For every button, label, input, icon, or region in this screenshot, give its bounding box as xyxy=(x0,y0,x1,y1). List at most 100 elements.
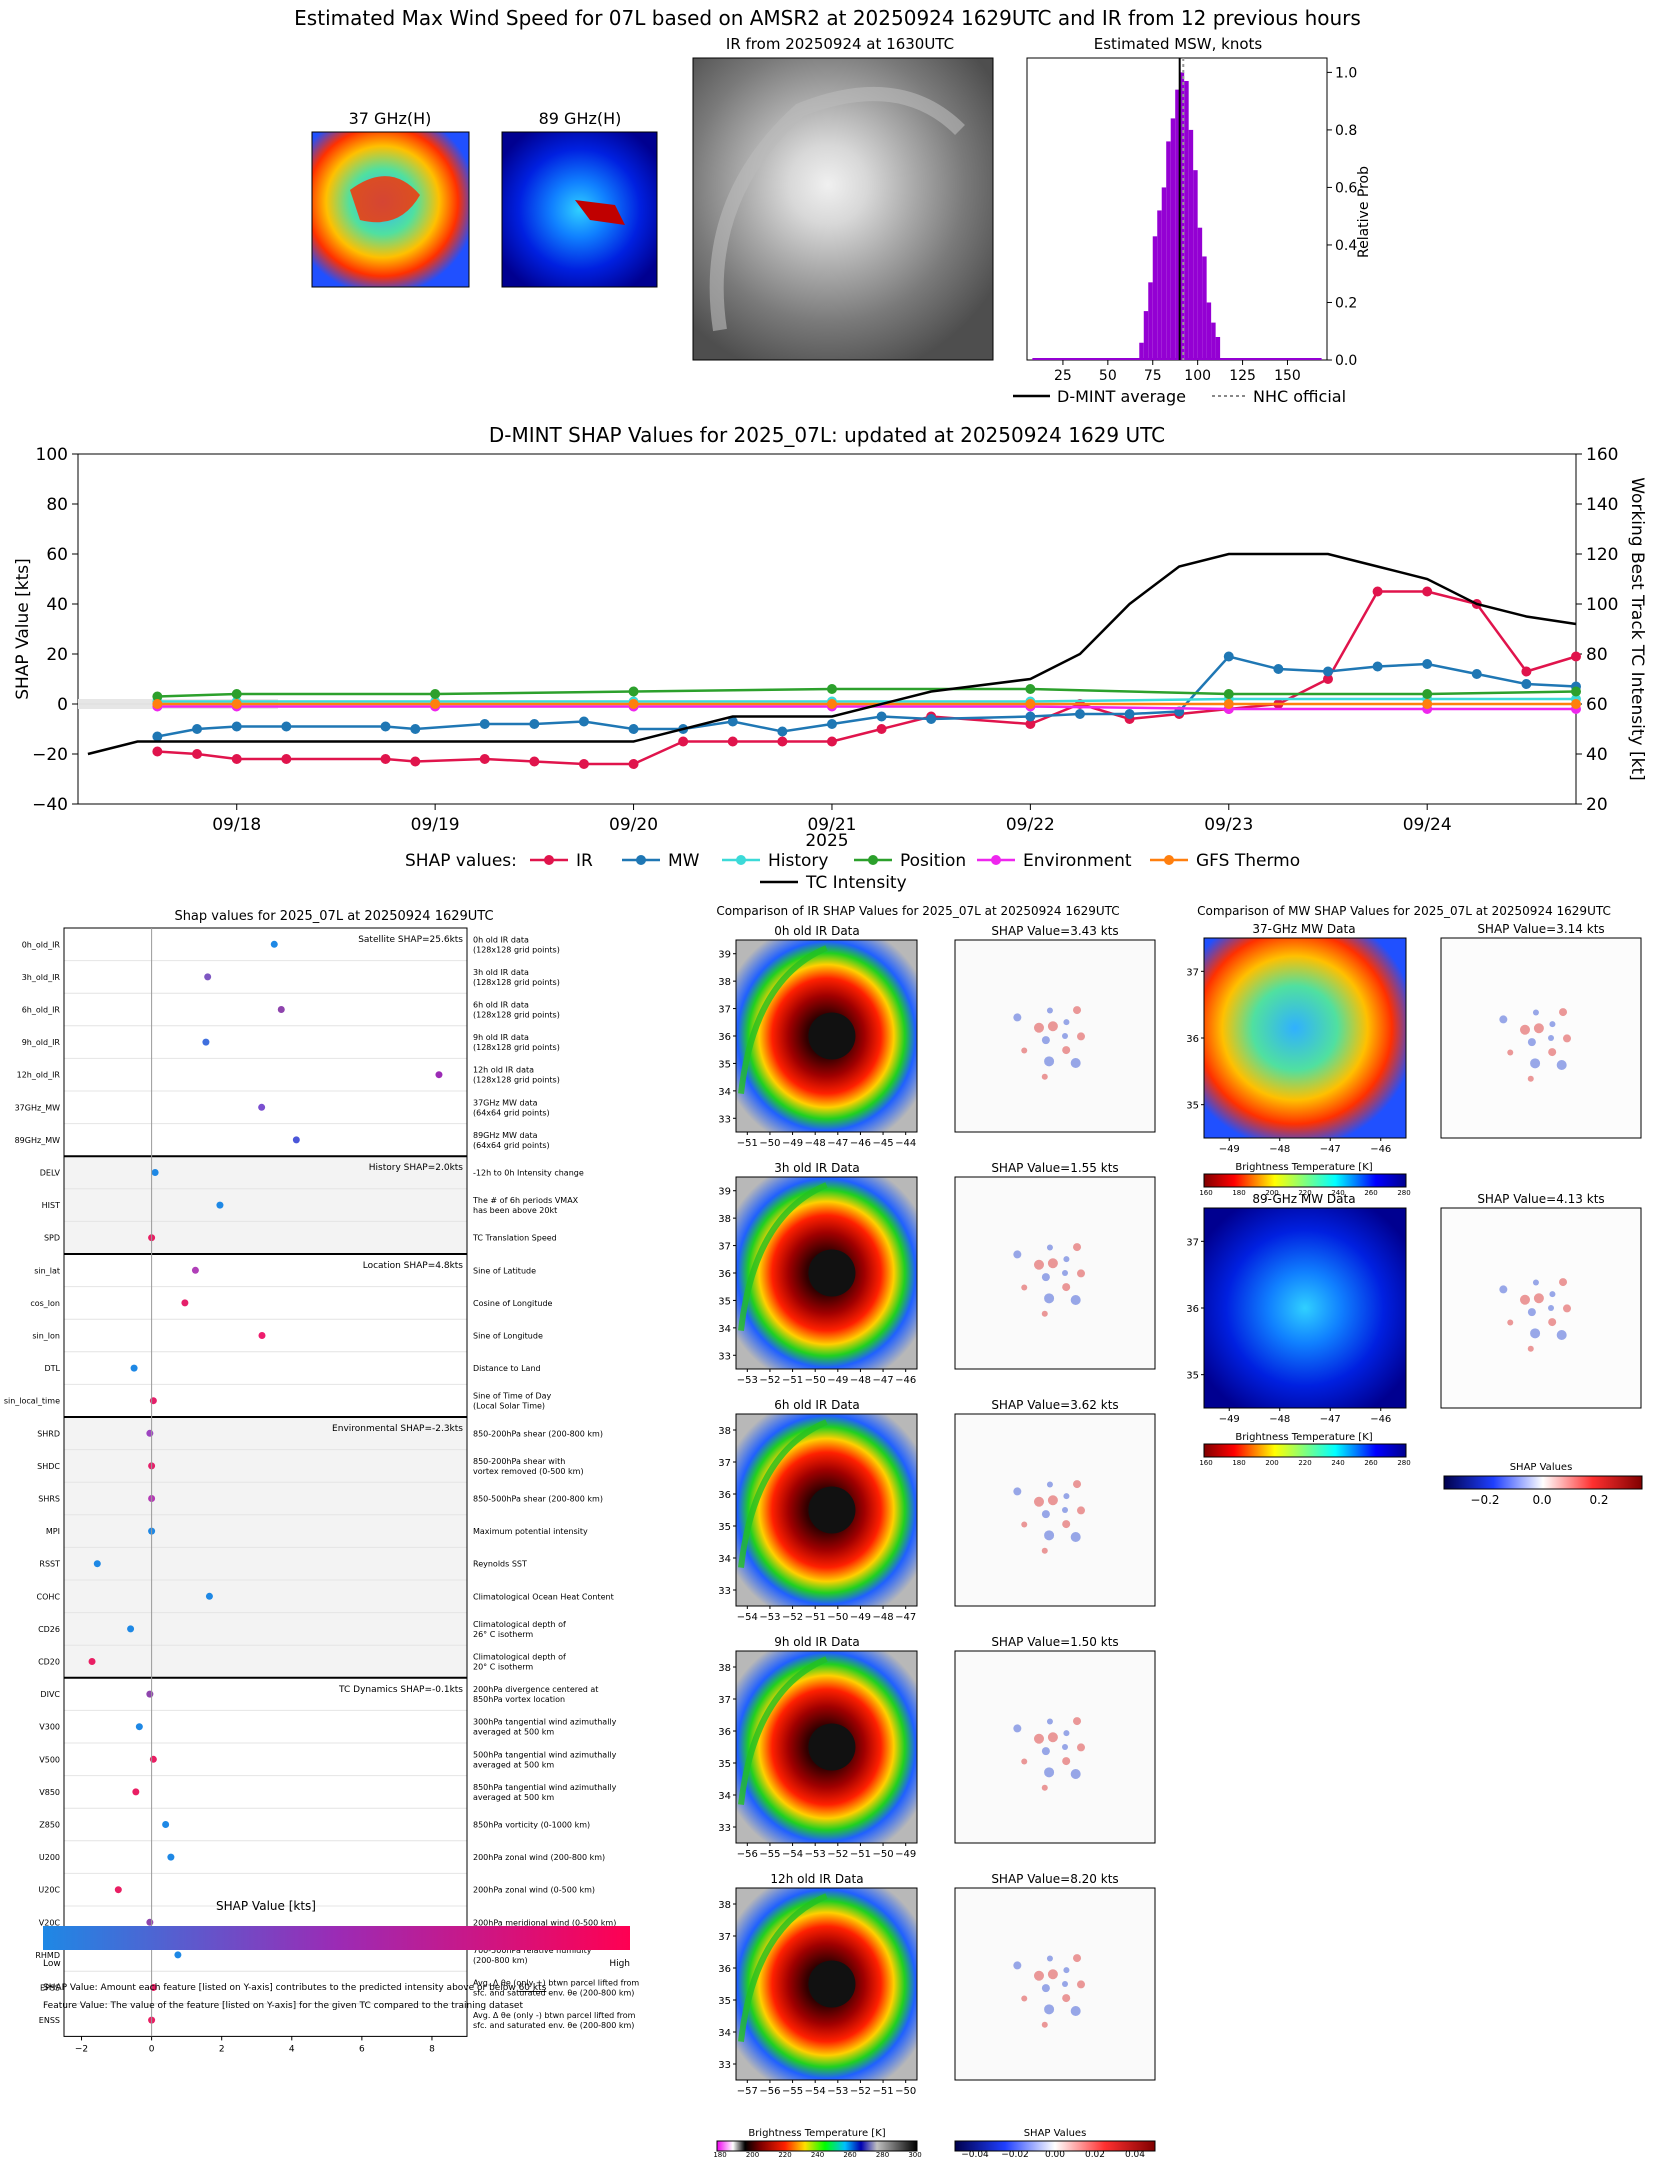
feature-name: U200 xyxy=(39,1853,60,1862)
colorbar-high: High xyxy=(609,1959,630,1969)
feature-point xyxy=(146,1918,154,1926)
ir-eye xyxy=(808,1960,856,2008)
legend-label: TC Intensity xyxy=(805,873,907,893)
img-ytick-label: 33 xyxy=(718,1823,731,1834)
img-xtick-label: −56 xyxy=(759,2086,780,2097)
feature-point xyxy=(167,1853,175,1861)
feature-desc: Distance to Land xyxy=(473,1364,541,1373)
hist-ytick-label: 0.8 xyxy=(1335,123,1357,139)
img-xtick-label: −51 xyxy=(805,1612,826,1623)
xtick-label: 09/22 xyxy=(1006,815,1055,835)
feature-desc: 300hPa tangential wind azimuthally xyxy=(473,1718,617,1727)
img-ytick-label: 37 xyxy=(718,1458,731,1469)
imp-xtick-label: 6 xyxy=(359,2044,365,2054)
mw-cbar-tick: 260 xyxy=(1364,1189,1377,1197)
hist-ytick-label: 0.0 xyxy=(1335,353,1357,369)
mw-cbar-tick: 240 xyxy=(1331,1459,1344,1467)
shap-ts-legend: IR MW History Position Environment GFS Thermo… xyxy=(530,851,1300,893)
legend-marker xyxy=(1164,855,1174,865)
feature-point xyxy=(205,1592,213,1600)
shap-blob xyxy=(1021,1521,1028,1528)
img-ytick-label: 34 xyxy=(718,2028,731,2039)
feature-desc: averaged at 500 km xyxy=(473,1760,554,1769)
shap-blob xyxy=(1063,1019,1070,1026)
img-ytick-label: 33 xyxy=(718,1114,731,1125)
ir-cbar-tick: 280 xyxy=(876,2151,889,2158)
img-ytick-label: 36 xyxy=(1186,1304,1199,1315)
ytick-right-label: 160 xyxy=(1586,445,1618,465)
ir-eye xyxy=(808,1723,856,1771)
img-ytick-label: 35 xyxy=(718,1522,731,1533)
feature-name: HIST xyxy=(42,1201,60,1210)
group-label: Environmental SHAP=-2.3kts xyxy=(332,1424,463,1434)
series-line-mw xyxy=(157,655,1577,738)
shap-blob xyxy=(1013,1487,1022,1496)
img-xtick-label: −53 xyxy=(805,1849,826,1860)
img-xtick-label: −48 xyxy=(1269,1144,1290,1155)
ytick-left-label: 60 xyxy=(46,545,68,565)
feature-point xyxy=(130,1364,138,1372)
ytick-left-label: 20 xyxy=(46,645,68,665)
mw37-title: 37 GHz(H) xyxy=(349,109,432,128)
legend-marker xyxy=(636,855,646,865)
img-ytick-label: 36 xyxy=(718,1490,731,1501)
mw-cbar-tick: 280 xyxy=(1397,1459,1410,1467)
feature-desc: averaged at 500 km xyxy=(473,1793,554,1802)
series-point xyxy=(578,716,589,727)
feature-point xyxy=(204,973,212,981)
feature-name: V850 xyxy=(39,1788,60,1797)
xtick-label: 09/18 xyxy=(212,815,261,835)
shap-image xyxy=(954,1650,1156,1844)
img-ytick-label: 38 xyxy=(718,1663,731,1674)
mw-cbar-label: Brightness Temperature [K] xyxy=(1235,1432,1372,1443)
feature-desc: 6h old IR data xyxy=(473,1001,529,1010)
shap-blob xyxy=(1533,1023,1544,1034)
img-ytick-label: 34 xyxy=(718,1554,731,1565)
series-point xyxy=(529,719,540,729)
img-ytick-label: 37 xyxy=(718,1695,731,1706)
shap-blob xyxy=(1073,1006,1082,1015)
img-xtick-label: −46 xyxy=(1370,1144,1391,1155)
series-point xyxy=(1124,709,1135,719)
hist-bar xyxy=(1143,311,1149,360)
hist-bar xyxy=(1193,170,1198,360)
shap-blob xyxy=(1044,1767,1055,1778)
feature-name: DTL xyxy=(44,1364,60,1373)
feature-desc: Avg. Δ θe (only -) btwn parcel lifted fr… xyxy=(473,2011,636,2020)
feature-name: Z850 xyxy=(39,1821,60,1830)
series-point xyxy=(1471,669,1482,679)
shap-blob xyxy=(1530,1328,1541,1339)
hist-bar xyxy=(1175,89,1180,360)
img-ytick-label: 33 xyxy=(718,1351,731,1362)
feature-point xyxy=(114,1886,122,1894)
shap-blob xyxy=(1063,1730,1070,1737)
series-point xyxy=(529,756,540,767)
shap-blob xyxy=(1044,1056,1055,1067)
mw-cbar-tick: 160 xyxy=(1199,1459,1212,1467)
series-point xyxy=(628,724,639,734)
img-xtick-label: −50 xyxy=(873,1849,894,1860)
feature-point xyxy=(270,940,278,948)
mw-cbar-tick: 260 xyxy=(1364,1459,1377,1467)
ir-cbar-tick: 220 xyxy=(778,2151,791,2158)
ir-title: IR from 20250924 at 1630UTC xyxy=(726,35,954,53)
shap-ts-axes xyxy=(77,453,1577,805)
img-xtick-label: −56 xyxy=(737,1849,758,1860)
img-xtick-label: −57 xyxy=(737,2086,758,2097)
feature-desc: (200-800 km) xyxy=(473,1956,528,1965)
shap-blob xyxy=(1549,1021,1556,1028)
feature-point xyxy=(146,1429,154,1437)
mw89-feature xyxy=(575,200,625,225)
feature-desc: Climatological depth of xyxy=(473,1653,566,1662)
series-point xyxy=(1322,666,1333,677)
series-point xyxy=(231,699,242,709)
shap-image xyxy=(1440,1207,1642,1409)
feature-desc: 26° C isotherm xyxy=(473,1630,533,1639)
shap-blob xyxy=(1519,1294,1530,1305)
img-ytick-label: 37 xyxy=(718,1932,731,1943)
shap-blob xyxy=(1063,1256,1070,1263)
img-ytick-label: 36 xyxy=(718,1032,731,1043)
series-point xyxy=(826,719,837,729)
group-label: TC Dynamics SHAP=-0.1kts xyxy=(338,1685,463,1695)
